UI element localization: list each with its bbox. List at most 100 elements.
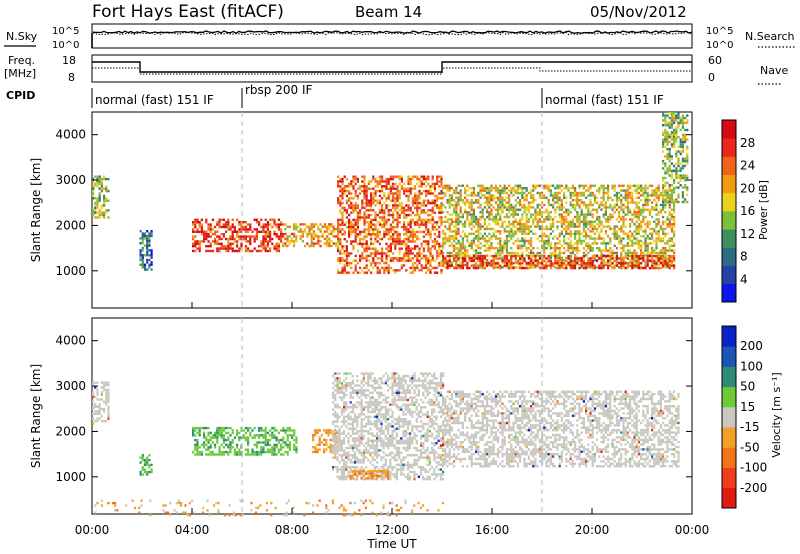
echo-cell	[425, 199, 428, 202]
echo-cell	[457, 215, 460, 219]
echo-cell	[336, 413, 339, 416]
echo-cell	[425, 228, 428, 231]
echo-cell	[418, 259, 421, 262]
echo-cell	[383, 194, 386, 198]
echo-cell	[569, 194, 572, 197]
echo-cell	[459, 251, 462, 255]
echo-cell	[280, 448, 283, 451]
echo-cell	[618, 262, 621, 265]
echo-cell	[668, 244, 671, 247]
echo-cell	[609, 261, 612, 264]
echo-cell	[96, 206, 99, 210]
echo-cell	[677, 126, 680, 129]
echo-cell	[418, 218, 421, 222]
echo-cell	[626, 237, 629, 240]
echo-cell	[666, 194, 669, 197]
echo-cell	[670, 237, 673, 240]
echo-cell	[591, 266, 594, 270]
echo-cell	[427, 245, 430, 248]
echo-cell	[394, 187, 397, 190]
echo-cell	[615, 247, 618, 250]
echo-cell	[338, 434, 341, 438]
echo-cell	[635, 184, 638, 187]
echo-cell	[400, 185, 403, 188]
echo-cell	[464, 201, 467, 204]
echo-cell	[450, 187, 453, 190]
echo-cell	[233, 240, 236, 243]
echo-cell	[637, 225, 640, 228]
echo-cell	[227, 438, 230, 442]
echo-cell	[565, 218, 568, 221]
echo-cell	[229, 434, 232, 437]
echo-cell	[356, 228, 359, 231]
echo-cell	[598, 215, 601, 219]
echo-cell	[642, 218, 645, 221]
echo-cell	[455, 203, 458, 207]
echo-cell	[477, 227, 480, 231]
echo-cell	[284, 429, 287, 432]
echo-cell	[659, 208, 662, 211]
echo-cell	[448, 230, 451, 233]
echo-cell	[673, 242, 676, 245]
echo-cell	[338, 379, 341, 382]
echo-cell	[385, 182, 388, 186]
echo-cell	[675, 152, 678, 156]
echo-cell	[673, 112, 676, 115]
echo-cell	[681, 116, 684, 120]
echo-cell	[635, 206, 638, 209]
echo-cell	[414, 213, 417, 217]
echo-cell	[598, 264, 601, 267]
echo-cell	[576, 225, 579, 228]
echo-cell	[339, 209, 342, 212]
echo-cell	[596, 237, 599, 240]
echo-cell	[470, 194, 473, 197]
echo-cell	[361, 206, 364, 210]
echo-cell	[269, 235, 272, 238]
echo-cell	[282, 223, 285, 226]
echo-cell	[207, 228, 210, 231]
echo-cell	[571, 266, 574, 270]
echo-cell	[314, 448, 317, 451]
echo-cell	[326, 235, 329, 238]
echo-cell	[662, 167, 665, 170]
echo-cell	[655, 242, 658, 245]
echo-cell	[295, 235, 298, 238]
echo-cell	[326, 228, 329, 231]
echo-cell	[336, 420, 339, 423]
echo-cell	[662, 112, 665, 115]
echo-cell	[587, 235, 590, 238]
echo-cell	[578, 184, 581, 187]
echo-cell	[284, 450, 287, 454]
echo-cell	[440, 206, 443, 210]
echo-cell	[596, 247, 599, 250]
echo-cell	[211, 441, 214, 444]
echo-cell	[521, 223, 524, 226]
echo-cell	[411, 221, 414, 224]
echo-cell	[422, 182, 425, 186]
echo-cell	[433, 242, 436, 246]
echo-cell	[483, 257, 486, 260]
echo-cell	[644, 237, 647, 240]
echo-cell	[611, 251, 614, 255]
echo-cell	[96, 393, 99, 396]
echo-cell	[472, 254, 475, 258]
echo-cell	[341, 194, 344, 198]
echo-cell	[372, 197, 375, 200]
echo-cell	[372, 242, 375, 246]
echo-cell	[407, 245, 410, 248]
echo-cell	[150, 263, 153, 266]
echo-cell	[664, 191, 667, 194]
echo-cell	[146, 463, 149, 467]
echo-cell	[523, 211, 526, 214]
echo-cell	[666, 191, 669, 195]
echo-cell	[286, 443, 289, 447]
echo-cell	[350, 228, 353, 231]
echo-cell	[396, 185, 399, 188]
echo-cell	[587, 266, 590, 269]
echo-cell	[611, 184, 614, 187]
echo-cell	[376, 233, 379, 236]
echo-cell	[350, 185, 353, 188]
echo-cell	[611, 208, 614, 211]
echo-cell	[574, 230, 577, 233]
echo-cell	[448, 223, 451, 226]
